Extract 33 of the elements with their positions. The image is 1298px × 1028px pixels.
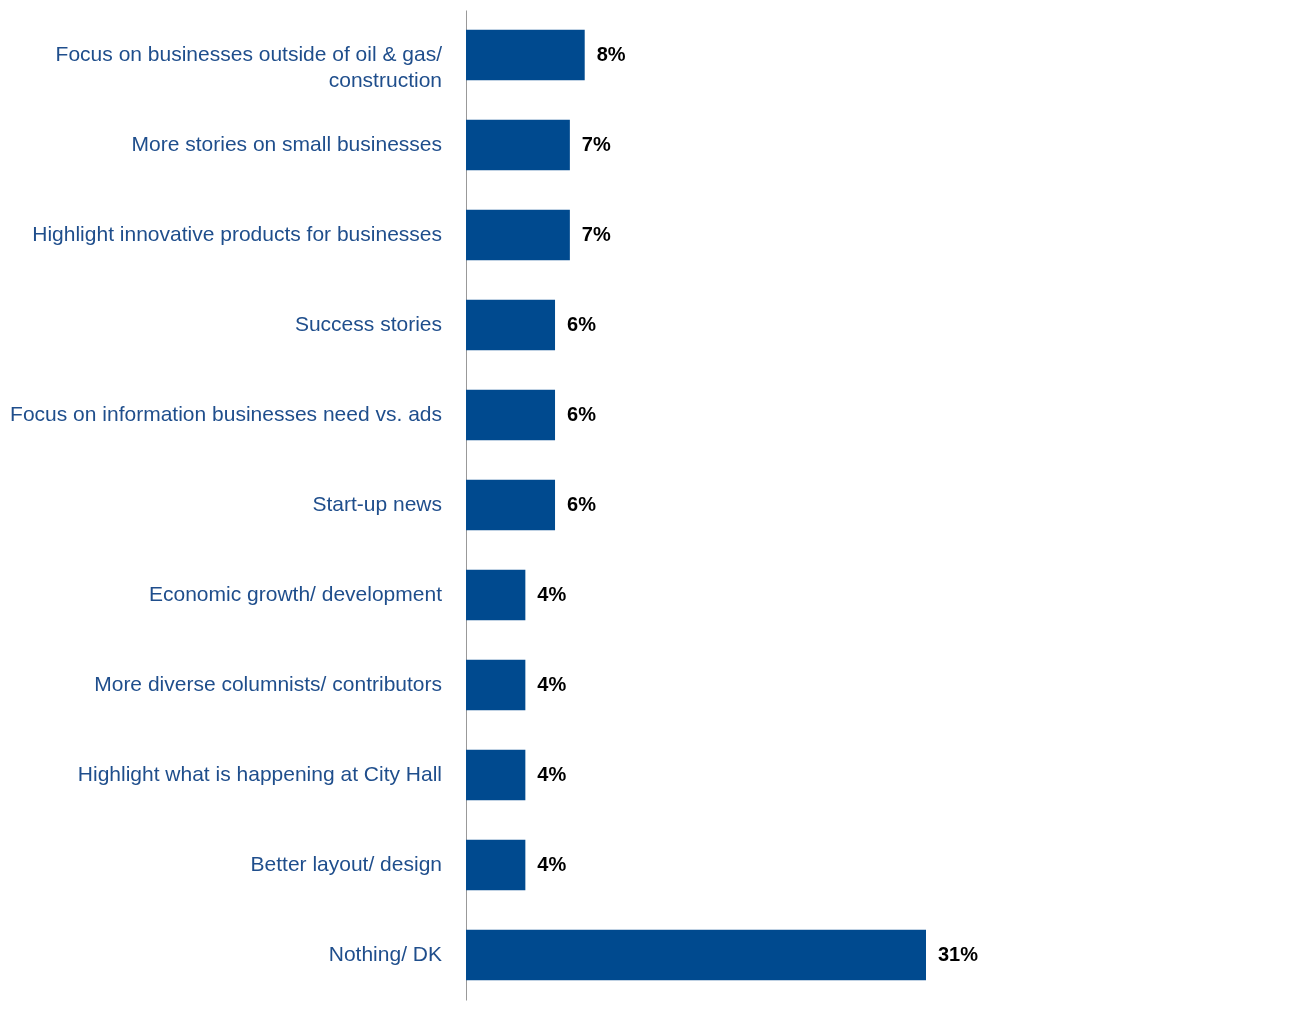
bar: [466, 659, 526, 711]
data-label: 7%: [581, 223, 611, 245]
bar: [466, 119, 570, 171]
y-tick-label: Highlight what is happening at City Hall: [77, 762, 442, 785]
data-label: 4%: [537, 583, 567, 605]
data-label: 6%: [567, 403, 597, 425]
bar: [466, 839, 526, 891]
bar: [466, 389, 556, 441]
data-label: 8%: [596, 43, 626, 65]
y-tick-label: Nothing/ DK: [328, 942, 442, 965]
data-label: 7%: [581, 133, 611, 155]
data-label: 31%: [938, 943, 979, 965]
data-label: 6%: [567, 493, 597, 515]
data-label: 4%: [537, 673, 567, 695]
y-tick-label: Focus on information businesses need vs. ads: [10, 402, 442, 425]
y-tick-label: Focus on businesses outside of oil & gas/ construction: [55, 42, 443, 91]
y-tick-label: Better layout/ design: [250, 852, 442, 875]
y-tick-label: More diverse columnists/ contributors: [94, 672, 442, 695]
data-label: 6%: [567, 313, 597, 335]
bar: [466, 569, 526, 621]
y-tick-label: Economic growth/ development: [149, 582, 443, 605]
bar: [466, 749, 526, 801]
bar: [466, 479, 556, 531]
bar: [466, 29, 585, 81]
y-tick-label: Highlight innovative products for businesses: [32, 222, 442, 245]
data-label: 4%: [537, 763, 567, 785]
y-tick-label: Success stories: [294, 312, 442, 335]
bar: [466, 929, 926, 981]
bar: [466, 299, 556, 351]
y-tick-label: Start-up news: [312, 492, 442, 515]
y-tick-label: More stories on small businesses: [131, 132, 442, 155]
bar: [466, 209, 570, 261]
data-label: 4%: [537, 853, 567, 875]
